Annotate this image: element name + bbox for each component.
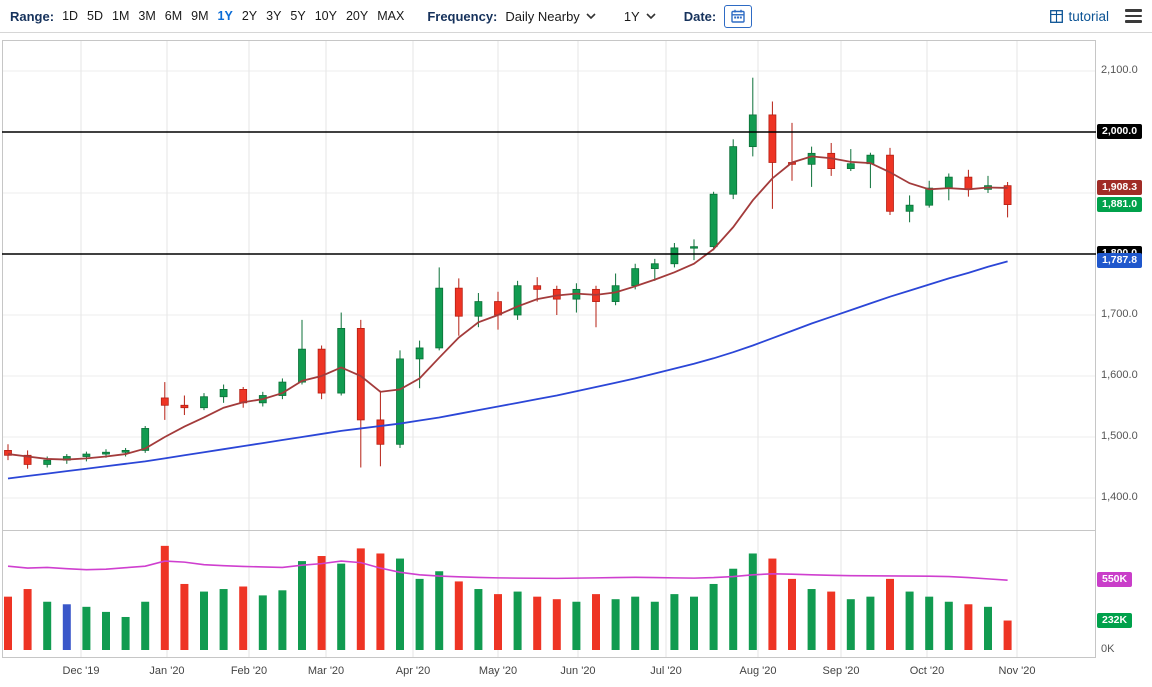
volume-badge: 232K [1097, 612, 1133, 628]
x-axis-label: Apr '20 [395, 665, 431, 677]
frequency-value: Daily Nearby [505, 8, 580, 24]
x-axis-label: Mar '20 [307, 665, 345, 677]
range-option-20Y[interactable]: 20Y [345, 9, 369, 23]
price-badge: 1,787.8 [1097, 253, 1143, 269]
menu-button[interactable] [1125, 9, 1142, 23]
x-axis-label: Oct '20 [909, 665, 945, 677]
range-label: Range: [10, 8, 55, 24]
tutorial-link[interactable]: tutorial [1050, 9, 1109, 24]
x-axis-label: Jul '20 [650, 665, 682, 677]
grid-icon [1050, 9, 1064, 23]
range-option-MAX[interactable]: MAX [377, 9, 405, 23]
chevron-down-icon [586, 13, 596, 19]
y-axis-label: 1,700.0 [1101, 307, 1138, 320]
period-value: 1Y [623, 8, 640, 24]
tutorial-label: tutorial [1068, 8, 1109, 24]
x-axis-label: May '20 [478, 665, 518, 677]
period-dropdown[interactable]: 1Y [624, 9, 656, 24]
range-option-5D[interactable]: 5D [87, 9, 104, 23]
x-axis-label: Feb '20 [230, 665, 268, 677]
range-option-6M[interactable]: 6M [164, 9, 183, 23]
main-chart-svg[interactable] [2, 40, 1096, 658]
range-option-2Y[interactable]: 2Y [241, 9, 258, 23]
chevron-down-icon [646, 13, 656, 19]
y-axis-label: 1,400.0 [1101, 490, 1138, 503]
price-badge: 1,908.3 [1097, 179, 1143, 195]
price-badge: 2,000.0 [1097, 123, 1143, 139]
calendar-icon [731, 9, 745, 23]
range-option-10Y[interactable]: 10Y [314, 9, 337, 23]
y-axis-label: 1,500.0 [1101, 429, 1138, 442]
x-axis-label: Nov '20 [998, 665, 1036, 677]
range-option-1M[interactable]: 1M [112, 9, 130, 23]
x-axis-label: Jun '20 [560, 665, 596, 677]
range-option-1Y[interactable]: 1Y [217, 9, 233, 23]
volume-badge: 550K [1097, 572, 1133, 588]
x-axis-label: Sep '20 [822, 665, 860, 677]
x-axis-label: Aug '20 [739, 665, 777, 677]
range-options: 1D 5D 1M 3M 6M 9M 1Y 2Y 3Y 5Y 10Y 20Y MAX [62, 9, 413, 23]
date-picker-button[interactable] [724, 4, 753, 28]
y-axis-zero-label: 0K [1101, 643, 1115, 655]
chart-area: 2,100.0 1,700.0 1,600.0 1,500.0 1,400.0 2,000… [0, 33, 1152, 687]
range-option-9M[interactable]: 9M [191, 9, 209, 23]
toolbar: Range: 1D 5D 1M 3M 6M 9M 1Y 2Y 3Y 5Y 10Y 20Y MAX Fre… [0, 0, 1152, 33]
range-option-1D[interactable]: 1D [62, 9, 79, 23]
range-option-5Y[interactable]: 5Y [290, 9, 306, 23]
date-label: Date: [683, 8, 717, 24]
range-option-3Y[interactable]: 3Y [266, 9, 282, 23]
frequency-dropdown[interactable]: Daily Nearby [505, 8, 596, 24]
range-option-3M[interactable]: 3M [138, 9, 156, 23]
frequency-label: Frequency: [427, 8, 498, 24]
x-axis-label: Jan '20 [149, 665, 185, 677]
price-badge: 1,881.0 [1097, 196, 1143, 212]
y-axis-label: 1,600.0 [1101, 368, 1138, 381]
y-axis-label: 2,100.0 [1101, 63, 1138, 76]
x-axis-label: Dec '19 [62, 665, 100, 677]
